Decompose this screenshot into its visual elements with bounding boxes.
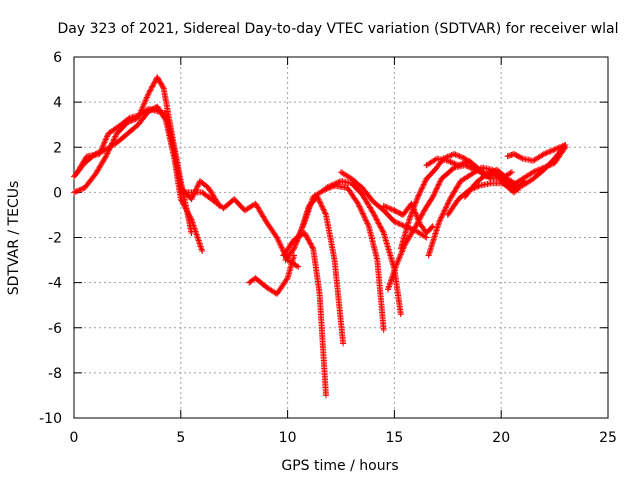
data-points (71, 74, 569, 399)
series-9 (323, 178, 404, 318)
series-15 (423, 155, 515, 182)
x-axis: 0 5 10 15 20 25 (70, 57, 617, 446)
x-tick-label: 25 (599, 430, 617, 446)
x-tick-label: 20 (492, 430, 510, 446)
x-tick-label: 0 (70, 430, 79, 446)
series-17 (461, 166, 522, 200)
series-18-markers (504, 142, 569, 164)
y-tick-label: -2 (48, 231, 62, 247)
chart-title: Day 323 of 2021, Sidereal Day-to-day VTE… (57, 21, 618, 37)
series-18 (504, 142, 569, 164)
y-tick-label: -8 (48, 366, 62, 382)
x-tick-label: 5 (176, 430, 185, 446)
series-8-markers (293, 182, 387, 333)
grid (74, 57, 608, 418)
y-tick-label: 2 (53, 140, 62, 156)
series-8 (293, 182, 387, 333)
x-axis-label: GPS time / hours (281, 458, 398, 474)
y-axis: -10 -8 -6 -4 -2 0 2 4 6 (39, 50, 608, 427)
y-axis-label: SDTVAR / TECUs (6, 181, 22, 296)
y-tick-label: -4 (48, 276, 62, 292)
series-3 (73, 105, 223, 209)
x-tick-label: 10 (279, 430, 297, 446)
series-9-markers (323, 178, 404, 318)
series-5-markers (246, 252, 297, 297)
y-tick-label: 0 (53, 185, 62, 201)
series-3-markers (73, 105, 223, 209)
series-5 (246, 252, 297, 297)
y-tick-label: -10 (39, 411, 62, 427)
series-17-markers (461, 166, 522, 200)
x-tick-label: 15 (385, 430, 403, 446)
y-tick-label: 4 (53, 95, 62, 111)
y-tick-label: -6 (48, 321, 62, 337)
series-15-markers (423, 155, 515, 182)
y-tick-label: 6 (53, 50, 62, 66)
